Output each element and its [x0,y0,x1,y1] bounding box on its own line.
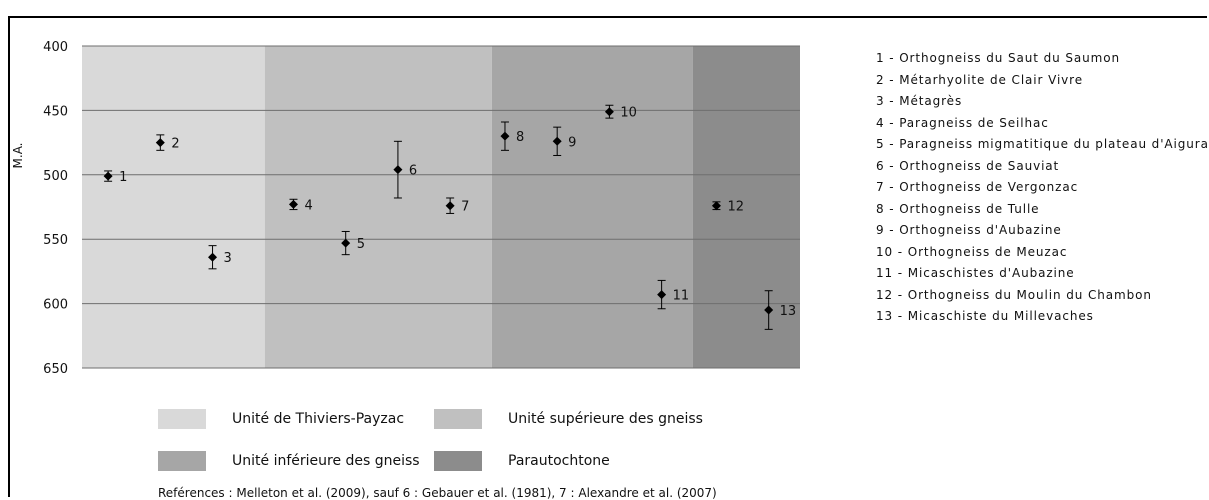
data-point-3 [208,252,218,262]
data-point-2 [155,138,165,148]
data-point-6 [393,165,403,175]
unit-label-superieure: Unité supérieure des gneiss [508,411,703,427]
legend-item-4: 4 - Paragneiss de Seilhac [876,115,1049,130]
point-label-8: 8 [516,130,524,145]
band-4 [692,46,800,368]
unit-label-inferieure: Unité inférieure des gneiss [232,453,420,469]
unit-legend-superieure: Unité supérieure des gneiss [434,409,703,429]
point-label-5: 5 [357,237,365,252]
legend-item-8: 8 - Orthogneiss de Tulle [876,201,1040,216]
legend-item-2: 2 - Métarhyolite de Clair Vivre [876,72,1084,87]
unit-label-thiviers: Unité de Thiviers-Payzac [232,411,405,427]
data-point-13 [764,305,774,315]
y-axis-label: M.A. [11,142,25,168]
legend-item-1: 1 - Orthogneiss du Saut du Saumon [876,51,1120,65]
band-2 [264,46,492,368]
point-label-13: 13 [780,304,797,319]
legend-item-5: 5 - Paragneiss migmatitique du plateau d… [876,137,1209,151]
legend-item-11: 11 - Micaschistes d'Aubazine [876,266,1075,280]
legend-item-3: 3 - Métagrès [876,94,963,108]
references-note: Reférences : Melleton et al. (2009), sau… [158,486,717,500]
point-label-1: 1 [119,170,127,185]
band-1 [82,46,265,368]
y-tick-label-400: 400 [43,40,68,55]
figure-frame [8,16,1207,497]
point-label-7: 7 [461,200,469,215]
point-label-2: 2 [171,137,179,152]
data-point-4 [288,199,298,209]
y-tick-label-450: 450 [43,104,68,119]
data-point-11 [657,290,667,300]
point-label-9: 9 [568,135,576,150]
unit-swatch-thiviers [158,409,206,429]
point-label-6: 6 [409,164,417,179]
unit-label-parautochtone: Parautochtone [508,453,610,469]
legend-item-9: 9 - Orthogneiss d'Aubazine [876,223,1062,237]
y-tick-label-650: 650 [43,362,68,377]
legend-item-6: 6 - Orthogneiss de Sauviat [876,158,1060,173]
unit-swatch-superieure [434,409,482,429]
unit-swatch-inferieure [158,451,206,471]
data-point-12 [711,201,721,211]
unit-legend-thiviers: Unité de Thiviers-Payzac [158,409,404,429]
y-tick-label-600: 600 [43,298,68,313]
unit-legend-parautochtone: Parautochtone [434,451,610,471]
data-point-5 [341,238,351,248]
legend-item-13: 13 - Micaschiste du Millevaches [876,309,1094,323]
data-point-7 [445,201,455,211]
unit-legend-inferieure: Unité inférieure des gneiss [158,451,420,471]
point-label-10: 10 [620,106,637,121]
legend-item-12: 12 - Orthogneiss du Moulin du Chambon [876,287,1152,302]
data-point-8 [500,131,510,141]
point-label-11: 11 [673,289,690,304]
unit-swatch-parautochtone [434,451,482,471]
legend-item-10: 10 - Orthogneiss de Meuzac [876,244,1068,259]
band-3 [491,46,693,368]
data-point-10 [604,107,614,117]
point-label-12: 12 [727,200,744,215]
sample-legend: 1 - Orthogneiss du Saut du Saumon 2 - Mé… [876,50,1209,330]
data-point-1 [103,171,113,181]
y-tick-label-500: 500 [43,169,68,184]
y-tick-label-550: 550 [43,233,68,248]
legend-item-7: 7 - Orthogneiss de Vergonzac [876,180,1079,194]
data-point-9 [552,136,562,146]
point-label-3: 3 [224,251,232,266]
point-label-4: 4 [304,198,312,213]
